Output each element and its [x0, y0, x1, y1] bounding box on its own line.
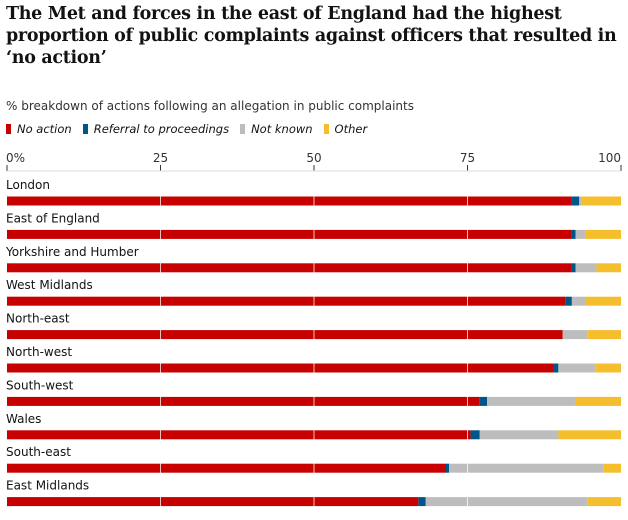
category-label: Wales	[6, 412, 41, 426]
bar-segment	[7, 263, 572, 273]
category-label: London	[6, 178, 50, 192]
bar-segment	[587, 497, 621, 507]
bar-segment	[479, 430, 559, 440]
bar-segment	[565, 296, 572, 306]
bar-segment	[7, 296, 566, 306]
legend-swatch	[323, 124, 329, 134]
x-tick-label: 75	[460, 151, 475, 165]
bar-segment	[7, 229, 572, 239]
legend-label: Other	[334, 122, 368, 136]
bar-segment	[479, 396, 488, 406]
legend-item: No action	[6, 122, 72, 136]
legend-item: Other	[323, 122, 368, 136]
bar-segment	[571, 229, 576, 239]
bar-segment	[470, 430, 480, 440]
x-tick-label: 50	[306, 151, 321, 165]
bar-segment	[603, 463, 621, 473]
bar-chart: 0% 25 50 75 100 London East of England Yorkshir…	[5, 151, 622, 520]
legend-label: Referral to proceedings	[93, 122, 230, 136]
bar-segment	[7, 497, 419, 507]
category-label: East Midlands	[6, 479, 89, 493]
bar-segment	[558, 430, 621, 440]
bar-segment	[7, 330, 563, 340]
bar-segment	[553, 363, 559, 373]
legend-label: Not known	[251, 122, 313, 136]
bar-segment	[562, 330, 588, 340]
bar-segment	[7, 463, 447, 473]
chart-title: The Met and forces in the east of Englan…	[6, 4, 617, 68]
legend-swatch	[240, 124, 246, 134]
x-tick-label: 0%	[6, 151, 25, 165]
category-label: South-east	[6, 445, 71, 459]
bar-segment	[425, 497, 588, 507]
bar-segment	[449, 463, 604, 473]
bar-segment	[571, 296, 587, 306]
bar-segment	[575, 263, 597, 273]
legend-swatch	[6, 124, 11, 134]
bar-segment	[571, 263, 576, 273]
bar-segment	[595, 363, 621, 373]
bar-segment	[575, 229, 586, 239]
bar-segment	[446, 463, 450, 473]
x-tick-label: 100	[598, 151, 621, 165]
bar-segment	[596, 263, 621, 273]
bar-segment	[585, 229, 621, 239]
bar-segment	[558, 363, 596, 373]
category-label: West Midlands	[6, 278, 93, 292]
bar-segment	[579, 196, 582, 206]
bar-segment	[487, 396, 575, 406]
bar-segment	[571, 196, 580, 206]
x-tick-label: 25	[153, 151, 168, 165]
bar-segment	[7, 396, 480, 406]
bar-segment	[574, 396, 621, 406]
category-label: Yorkshire and Humber	[5, 245, 139, 259]
legend-item: Not known	[240, 122, 313, 136]
chart-subtitle: % breakdown of actions following an alle…	[6, 99, 414, 113]
legend-label: No action	[17, 122, 72, 136]
category-label: East of England	[6, 211, 100, 225]
category-label: North-west	[6, 345, 72, 359]
legend-item: Referral to proceedings	[82, 122, 230, 136]
bar-segment	[7, 363, 554, 373]
bar-segment	[7, 430, 471, 440]
legend-swatch	[82, 124, 88, 134]
bar-segment	[586, 296, 621, 306]
bar-segment	[581, 196, 621, 206]
bar-segment	[7, 196, 572, 206]
chart-legend: No action Referral to proceedings Not know…	[6, 122, 378, 136]
bar-segment	[587, 330, 621, 340]
category-label: South-west	[6, 378, 74, 392]
bar-segment	[418, 497, 426, 507]
category-label: North-east	[6, 312, 70, 326]
